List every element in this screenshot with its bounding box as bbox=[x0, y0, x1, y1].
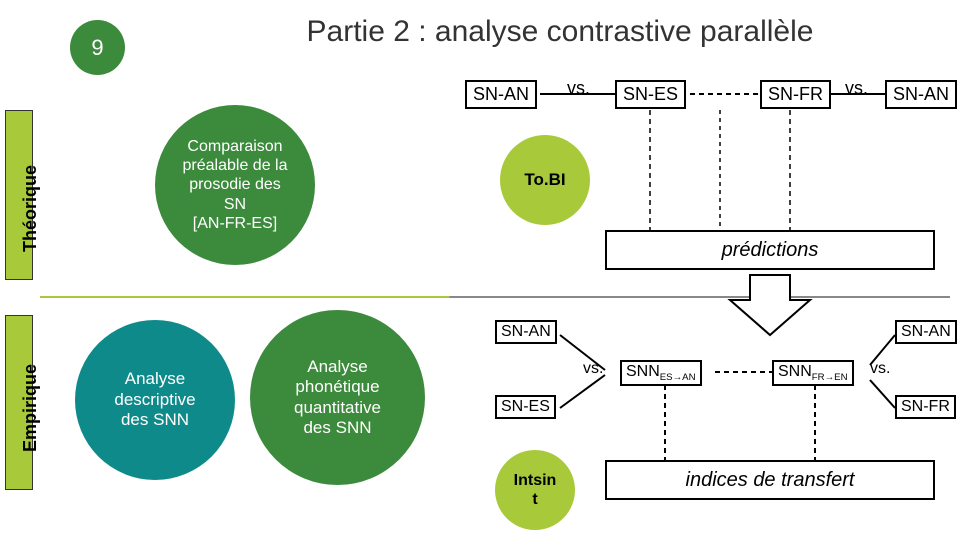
transfer-box: indices de transfert bbox=[605, 460, 935, 500]
box-snn-fr-en: SNNFR→EN bbox=[772, 360, 854, 386]
circle-comparison: Comparaison préalable de la prosodie des… bbox=[155, 105, 315, 265]
circle-phonetic-label: Analyse phonétique quantitative des SNN bbox=[294, 357, 381, 439]
snn-fr-en-label: SNNFR→EN bbox=[778, 363, 848, 383]
box-sn-an-left: SN-AN bbox=[465, 80, 537, 109]
circle-tobi: To.BI bbox=[500, 135, 590, 225]
box-snn-es-an: SNNES→AN bbox=[620, 360, 702, 386]
circle-tobi-label: To.BI bbox=[524, 170, 565, 190]
circle-descriptive: Analyse descriptive des SNN bbox=[75, 320, 235, 480]
circle-descriptive-label: Analyse descriptive des SNN bbox=[114, 369, 195, 430]
box-bottom-sn-es: SN-ES bbox=[495, 395, 556, 419]
vs-label-bottom-right: vs. bbox=[870, 360, 890, 378]
box-bottom-sn-fr: SN-FR bbox=[895, 395, 956, 419]
box-sn-fr: SN-FR bbox=[760, 80, 831, 109]
circle-phonetic: Analyse phonétique quantitative des SNN bbox=[250, 310, 425, 485]
box-sn-es: SN-ES bbox=[615, 80, 686, 109]
circle-intsint: Intsin t bbox=[495, 450, 575, 530]
predictions-box: prédictions bbox=[605, 230, 935, 270]
vs-label-bottom-left: vs. bbox=[583, 360, 603, 378]
sidebar-label-theorique: Théorique bbox=[20, 165, 41, 252]
box-sn-an-right: SN-AN bbox=[885, 80, 957, 109]
page-number-badge: 9 bbox=[70, 20, 125, 75]
vs-label-1: vs. bbox=[567, 78, 590, 99]
section-divider bbox=[40, 296, 950, 298]
box-bottom-sn-an-right: SN-AN bbox=[895, 320, 957, 344]
circle-intsint-label: Intsin t bbox=[514, 471, 557, 509]
sidebar-label-empirique: Empirique bbox=[20, 364, 41, 452]
circle-comparison-label: Comparaison préalable de la prosodie des… bbox=[183, 137, 288, 233]
page-title: Partie 2 : analyse contrastive parallèle bbox=[180, 15, 940, 49]
snn-es-an-label: SNNES→AN bbox=[626, 363, 696, 383]
box-bottom-sn-an-left: SN-AN bbox=[495, 320, 557, 344]
vs-label-2: vs. bbox=[845, 78, 868, 99]
